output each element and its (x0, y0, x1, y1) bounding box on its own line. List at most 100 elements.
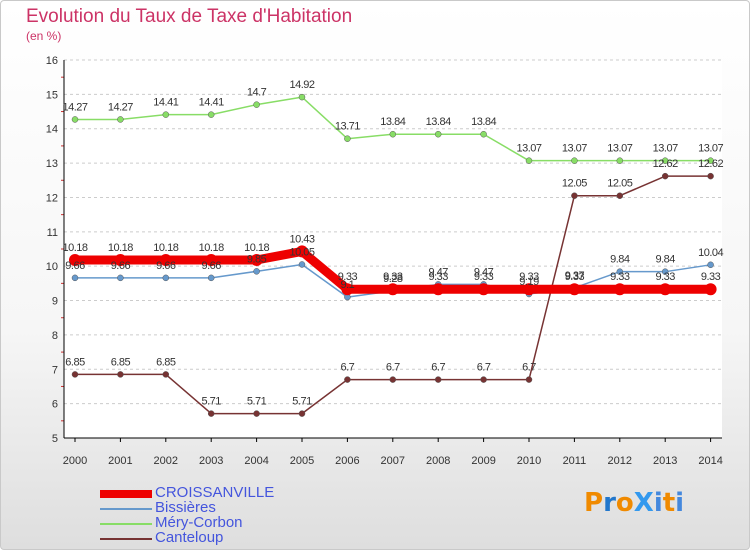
data-label: 10.43 (289, 233, 314, 245)
data-point (480, 130, 487, 138)
data-point (613, 283, 626, 296)
y-tick-label: 11 (47, 227, 58, 239)
data-point (298, 410, 306, 417)
data-point (162, 274, 170, 282)
x-tick-label: 2001 (108, 455, 132, 467)
data-point (207, 410, 215, 417)
data-point (434, 130, 442, 138)
data-label: 13.07 (516, 143, 541, 155)
logo-letter: X (633, 488, 654, 518)
data-label: 10.05 (289, 246, 314, 258)
data-label: 9.47 (428, 266, 448, 278)
data-point (707, 261, 714, 269)
data-label: 13.07 (653, 143, 678, 155)
data-point (616, 268, 624, 275)
x-tick-label: 2000 (63, 455, 87, 467)
data-point (389, 130, 397, 138)
data-label: 10.18 (153, 242, 178, 254)
data-label: 9.33 (383, 271, 403, 283)
x-tick-label: 2008 (426, 455, 450, 467)
data-label: 9.37 (565, 270, 585, 282)
data-label: 9.28 (383, 273, 403, 285)
data-label: 9.33 (338, 271, 358, 283)
legend: CROISSANVILLE Bissières Méry-Corbon Cantelo… (100, 484, 340, 546)
data-label: 9.33 (565, 271, 585, 283)
data-point (253, 101, 260, 108)
data-label: 14.7 (247, 87, 267, 99)
data-point (207, 111, 215, 118)
data-point (707, 172, 714, 180)
data-point (661, 268, 669, 275)
data-point (298, 261, 306, 268)
data-point (616, 192, 624, 199)
data-label: 13.84 (471, 116, 496, 128)
data-label: 9.47 (474, 266, 494, 278)
x-tick-label: 2004 (244, 455, 268, 467)
data-point (659, 283, 672, 296)
legend-swatch (100, 537, 152, 540)
data-point (253, 268, 260, 275)
data-label: 6.7 (341, 362, 355, 374)
legend-label: CROISSANVILLE (155, 484, 275, 501)
logo-letter: t (662, 488, 676, 518)
y-tick-label: 5 (52, 433, 58, 445)
data-point (704, 283, 717, 296)
data-label: 12.05 (562, 178, 587, 190)
data-label: 12.05 (607, 178, 632, 190)
data-point (162, 111, 170, 118)
data-point (341, 283, 354, 296)
logo-letter: P (584, 488, 604, 518)
x-tick-label: 2009 (471, 455, 495, 467)
data-point (568, 283, 581, 296)
data-label: 13.71 (335, 121, 360, 133)
data-label: 9.84 (610, 254, 630, 266)
data-point (117, 371, 124, 378)
data-point (296, 245, 308, 258)
data-label: 6.7 (522, 362, 536, 374)
x-tick-label: 2011 (563, 455, 587, 467)
data-label: 10.04 (698, 247, 723, 259)
x-tick-label: 2007 (381, 455, 405, 467)
legend-item: CROISSANVILLE (100, 484, 340, 501)
data-label: 10.18 (244, 242, 269, 254)
data-point (571, 192, 578, 199)
data-point (207, 274, 215, 282)
y-tick-label: 15 (46, 89, 58, 101)
data-label: 9.33 (428, 271, 448, 283)
data-point (344, 135, 351, 142)
data-point (707, 157, 714, 164)
data-point (344, 376, 351, 383)
data-label: 6.7 (477, 362, 491, 374)
data-label: 6.85 (65, 356, 85, 368)
data-label: 9.1 (341, 279, 355, 291)
data-label: 13.07 (607, 143, 632, 155)
x-tick-label: 2006 (335, 455, 359, 467)
data-point (71, 116, 79, 123)
data-label: 9.33 (474, 271, 494, 283)
data-point (71, 371, 79, 378)
data-label: 9.66 (65, 260, 85, 272)
data-label: 9.84 (655, 254, 675, 266)
y-tick-label: 6 (52, 399, 58, 411)
data-point (250, 253, 263, 266)
data-point (69, 253, 81, 266)
data-label: 13.84 (380, 116, 405, 128)
y-tick-label: 7 (52, 364, 58, 376)
y-tick-label: 13 (46, 158, 58, 170)
data-point (480, 376, 487, 383)
data-label: 9.66 (111, 260, 131, 272)
data-point (117, 116, 124, 123)
chart-title: Evolution du Taux de Taxe d'Habitation (26, 6, 353, 27)
data-point (386, 283, 399, 296)
x-tick-label: 2005 (290, 455, 314, 467)
data-label: 13.07 (698, 143, 723, 155)
y-tick-label: 14 (46, 124, 58, 136)
legend-item: Bissières (100, 499, 340, 516)
data-label: 9.66 (201, 260, 221, 272)
data-label: 6.85 (156, 356, 176, 368)
legend-item: Méry-Corbon (100, 514, 340, 531)
data-label: 10.18 (199, 242, 224, 254)
data-label: 14.92 (289, 79, 314, 91)
data-label: 6.7 (386, 362, 400, 374)
